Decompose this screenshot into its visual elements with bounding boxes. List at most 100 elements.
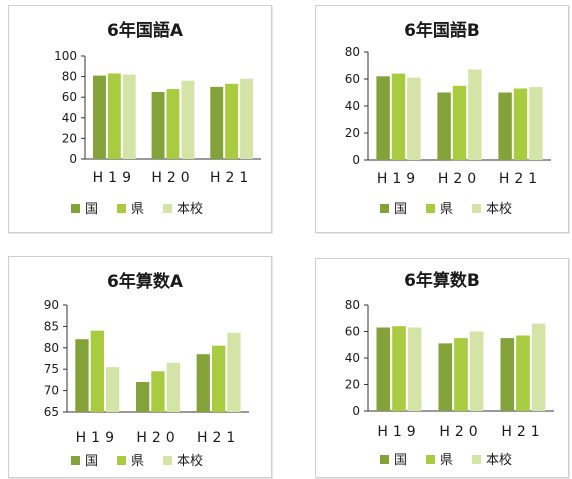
bar	[181, 80, 195, 159]
bar	[166, 89, 180, 159]
bar	[529, 87, 543, 160]
y-tick-label: 65	[44, 405, 59, 419]
bar	[452, 85, 467, 161]
y-tick-label: 40	[345, 351, 360, 365]
legend-label: 本校	[486, 201, 512, 217]
chart-title: 6年算数B	[404, 270, 480, 291]
y-tick-label: 0	[69, 152, 77, 166]
bar	[513, 88, 528, 160]
y-tick-label: 60	[345, 325, 360, 339]
bar	[454, 338, 468, 411]
legend-swatch	[380, 455, 389, 464]
legend-label: 国	[394, 202, 407, 217]
chart-svg: 6年国語A 0 20 40 60 80 100 H19 H20 H21 国 県 本校	[54, 20, 261, 217]
legend-swatch	[472, 455, 481, 464]
chart-title: 6年算数A	[107, 271, 184, 292]
y-tick-label: 100	[54, 49, 77, 63]
bar	[90, 330, 104, 412]
x-category-label: H21	[210, 170, 253, 186]
x-category-label: H19	[76, 430, 119, 446]
bar	[240, 78, 253, 159]
bar	[438, 343, 453, 411]
bar	[107, 73, 121, 159]
y-tick-label: 0	[352, 153, 360, 167]
bar	[376, 76, 390, 160]
bar	[151, 371, 165, 412]
y-tick-label: 85	[44, 319, 59, 333]
legend-swatch	[117, 456, 126, 465]
bar	[469, 331, 484, 411]
x-category-label: H19	[93, 170, 136, 186]
bar	[391, 73, 406, 160]
y-tick-label: 40	[345, 99, 360, 113]
bar	[531, 323, 546, 411]
chart-title: 6年国語B	[404, 20, 480, 41]
x-category-label: H20	[151, 170, 194, 186]
bar	[516, 335, 530, 411]
bar	[498, 92, 512, 160]
chart-panel-sansu-a: 6年算数A 65 70 75 80 85 90 H19 H20 H21 国 県 本校	[8, 256, 272, 478]
legend-label: 県	[440, 453, 453, 468]
x-category-label: H20	[439, 424, 482, 440]
bar	[376, 327, 391, 411]
legend-swatch	[163, 204, 172, 213]
bar	[392, 326, 406, 411]
x-category-label: H19	[377, 424, 420, 440]
chart-svg: 6年算数A 65 70 75 80 85 90 H19 H20 H21 国 県 本校	[44, 271, 249, 469]
chart-title: 6年国語A	[107, 20, 184, 41]
bar	[225, 83, 239, 159]
legend-label: 県	[131, 454, 144, 469]
bar	[93, 75, 106, 159]
x-category-label: H20	[136, 430, 179, 446]
bar	[166, 362, 180, 412]
legend-label: 国	[85, 454, 98, 469]
legend-label: 国	[85, 202, 98, 217]
legend-swatch	[117, 204, 126, 213]
bar	[500, 338, 515, 411]
legend-label: 県	[440, 202, 453, 217]
x-category-label: H20	[438, 171, 481, 187]
legend-swatch	[472, 204, 481, 213]
chart-panel-sansu-b: 6年算数B 0 20 40 60 80 H19 H20 H21 国 県 本校	[315, 258, 569, 478]
bar	[212, 345, 226, 412]
x-category-label: H21	[499, 171, 542, 187]
chart-panel-kokugo-b: 6年国語B 0 20 40 60 80 H19 H20 H21 国 県 本校	[315, 5, 569, 233]
y-tick-label: 60	[345, 72, 360, 86]
legend-label: 本校	[177, 201, 203, 217]
y-tick-label: 80	[345, 45, 360, 59]
y-tick-label: 60	[62, 90, 77, 104]
legend-swatch	[380, 204, 389, 213]
chart-svg: 6年算数B 0 20 40 60 80 H19 H20 H21 国 県 本校	[345, 270, 554, 468]
bar	[151, 92, 165, 159]
bar	[75, 339, 89, 412]
chart-panel-kokugo-a: 6年国語A 0 20 40 60 80 100 H19 H20 H21 国 県 本校	[8, 5, 272, 233]
bar	[468, 69, 482, 160]
bar	[210, 86, 224, 159]
y-tick-label: 40	[62, 111, 77, 125]
legend-label: 本校	[177, 453, 203, 469]
legend-label: 国	[394, 453, 407, 468]
bar	[122, 74, 136, 159]
y-tick-label: 75	[44, 362, 59, 376]
y-tick-label: 20	[345, 126, 360, 140]
bar	[136, 382, 150, 412]
x-category-label: H21	[501, 424, 544, 440]
y-tick-label: 0	[352, 404, 360, 418]
y-tick-label: 80	[62, 70, 77, 84]
legend-swatch	[71, 204, 80, 213]
bar	[227, 332, 241, 412]
y-tick-label: 70	[44, 384, 59, 398]
bar	[106, 367, 120, 412]
bar	[196, 354, 210, 412]
y-tick-label: 90	[44, 298, 59, 312]
bar	[407, 77, 421, 160]
legend-swatch	[163, 456, 172, 465]
y-tick-label: 20	[345, 378, 360, 392]
x-category-label: H19	[377, 171, 420, 187]
legend-swatch	[426, 455, 435, 464]
bar	[407, 327, 422, 411]
y-tick-label: 80	[345, 298, 360, 312]
y-tick-label: 20	[62, 131, 77, 145]
legend-swatch	[426, 204, 435, 213]
legend-swatch	[71, 456, 80, 465]
